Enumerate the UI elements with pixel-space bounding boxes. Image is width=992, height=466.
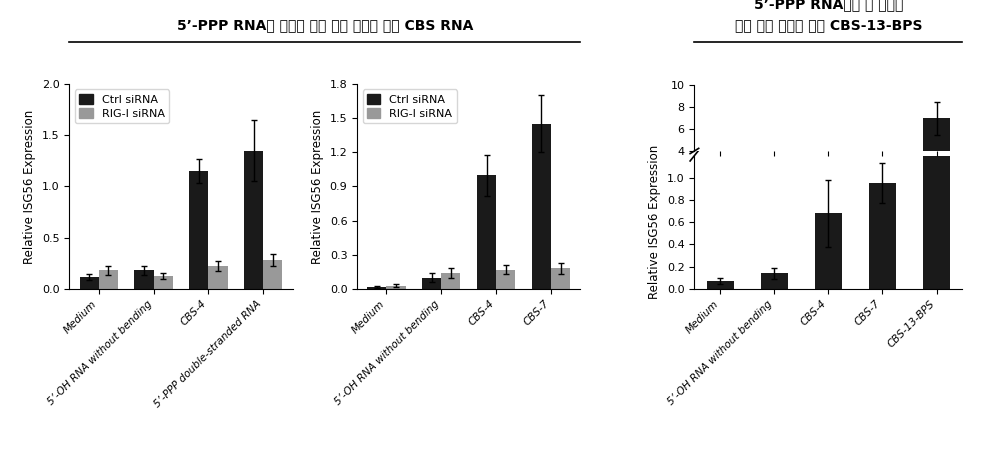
Bar xyxy=(706,194,734,195)
Bar xyxy=(869,184,896,289)
Bar xyxy=(99,270,118,289)
Bar xyxy=(761,193,788,195)
Bar xyxy=(367,287,387,289)
Bar xyxy=(441,273,460,289)
Bar xyxy=(477,175,496,289)
Y-axis label: Relative ISG56 Expression: Relative ISG56 Expression xyxy=(24,109,37,264)
Text: 5’-PPP RNA와 유사한 면역 활성 기능을 가진 CBS RNA: 5’-PPP RNA와 유사한 면역 활성 기능을 가진 CBS RNA xyxy=(177,19,473,33)
Bar xyxy=(923,0,950,289)
Bar xyxy=(387,286,406,289)
Bar xyxy=(79,277,99,289)
Bar xyxy=(244,151,263,289)
Y-axis label: Relative ISG56 Expression: Relative ISG56 Expression xyxy=(649,145,662,300)
Bar xyxy=(761,274,788,289)
Bar xyxy=(532,124,551,289)
Bar xyxy=(263,260,283,289)
Text: 5’-PPP RNA보다 더 뛰어난: 5’-PPP RNA보다 더 뛰어난 xyxy=(754,0,903,12)
Bar xyxy=(496,269,515,289)
Legend: Ctrl siRNA, RIG-I siRNA: Ctrl siRNA, RIG-I siRNA xyxy=(363,89,456,123)
Bar xyxy=(814,187,842,195)
Text: 면역 활성 기능을 가진 CBS-13-BPS: 면역 활성 기능을 가진 CBS-13-BPS xyxy=(734,19,923,33)
Bar xyxy=(923,118,950,195)
Bar xyxy=(208,267,227,289)
Bar xyxy=(135,270,154,289)
Y-axis label: Relative ISG56 Expression: Relative ISG56 Expression xyxy=(311,109,324,264)
Bar xyxy=(814,213,842,289)
Bar xyxy=(551,268,570,289)
Bar xyxy=(423,278,441,289)
Bar xyxy=(189,171,208,289)
Bar xyxy=(869,185,896,195)
Bar xyxy=(706,281,734,289)
Bar xyxy=(154,275,173,289)
Legend: Ctrl siRNA, RIG-I siRNA: Ctrl siRNA, RIG-I siRNA xyxy=(75,89,169,123)
